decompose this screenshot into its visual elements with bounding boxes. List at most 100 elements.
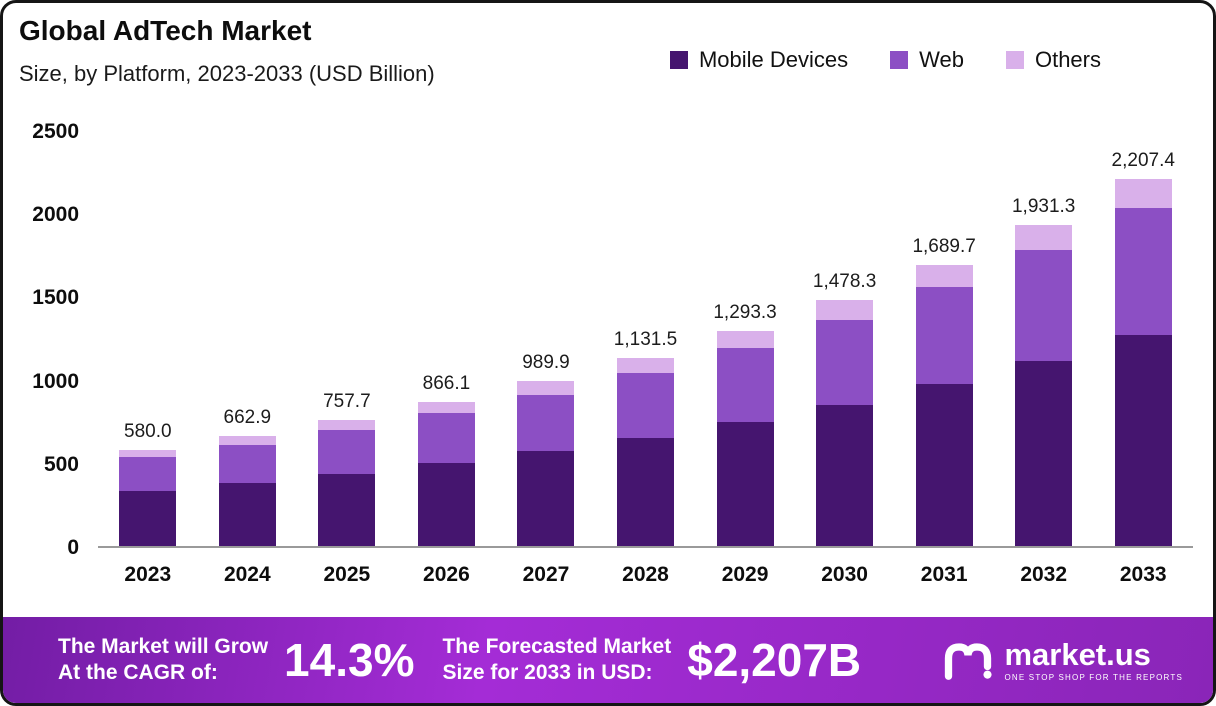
bar-segment-others — [915, 264, 973, 288]
bar-group: 580.0 — [98, 421, 198, 546]
bar-segment-mobile-devices — [119, 490, 177, 546]
marketus-logo-icon — [945, 643, 993, 680]
bar-segment-mobile-devices — [716, 422, 774, 546]
legend-swatch-others — [1005, 51, 1024, 69]
bar-total-label: 2,207.4 — [1111, 149, 1175, 171]
stacked-bar — [1015, 224, 1073, 546]
bar-segment-web — [1114, 208, 1172, 335]
bar-group: 2,207.4 — [1093, 150, 1193, 546]
stacked-bar — [716, 330, 774, 546]
x-axis-label: 2029 — [721, 563, 769, 586]
x-axis-label: 2025 — [323, 563, 371, 586]
legend-label-mobile-devices: Mobile Devices — [698, 47, 849, 72]
stacked-bar — [218, 435, 276, 546]
bar-segment-web — [816, 319, 874, 405]
legend-swatch-mobile-devices — [669, 51, 688, 69]
chart-subtitle: Size, by Platform, 2023-2033 (USD Billio… — [19, 61, 435, 86]
bar-group: 757.7 — [297, 391, 397, 546]
y-axis-label: 1500 — [32, 286, 79, 310]
brand-text: market.us ONE STOP SHOP FOR THE REPORTS — [1004, 639, 1183, 682]
bar-segment-mobile-devices — [915, 384, 973, 546]
cagr-label-line2: At the CAGR of: — [58, 661, 218, 684]
bar-segment-others — [417, 401, 475, 414]
forecast-block: The Forecasted Market Size for 2033 in U… — [442, 633, 861, 687]
bar-segment-others — [1114, 178, 1172, 209]
bar-segment-others — [119, 449, 177, 458]
legend: Mobile Devices Web Others — [669, 47, 1101, 73]
bar-total-label: 866.1 — [422, 372, 471, 394]
stacked-bar — [816, 300, 874, 546]
bar-total-label: 757.7 — [323, 390, 371, 412]
brand-block: market.us ONE STOP SHOP FOR THE REPORTS — [942, 634, 1183, 686]
forecast-label: The Forecasted Market Size for 2033 in U… — [442, 634, 671, 686]
cagr-value: 14.3% — [284, 634, 415, 686]
bar-total-label: 1,931.3 — [1011, 195, 1076, 217]
x-axis-label: 2030 — [821, 563, 868, 586]
bar-segment-web — [915, 287, 973, 385]
stacked-bar — [119, 449, 177, 546]
bar-segment-web — [716, 348, 774, 423]
bar-group: 662.9 — [198, 407, 298, 546]
forecast-label-line2: Size for 2033 in USD: — [442, 661, 653, 684]
bar-total-label: 1,478.3 — [812, 271, 877, 293]
bar-group: 1,293.3 — [695, 302, 795, 546]
bar-total-label: 662.9 — [223, 406, 272, 428]
plot-area: 580.0 662.9 757.7 866.1 989.9 1,131.5 1,293.3 1… — [98, 132, 1193, 548]
x-axis-label: 2033 — [1119, 563, 1167, 586]
legend-item-web: Web — [890, 47, 964, 73]
bar-segment-web — [318, 430, 376, 474]
bar-segment-mobile-devices — [816, 404, 874, 546]
bar-segment-others — [816, 300, 874, 320]
bar-total-label: 580.0 — [124, 420, 172, 442]
bar-segment-mobile-devices — [417, 463, 475, 546]
legend-label-web: Web — [919, 47, 964, 72]
legend-item-mobile-devices: Mobile Devices — [669, 47, 849, 73]
bar-segment-others — [1015, 224, 1073, 251]
banner: The Market will Grow At the CAGR of: 14.… — [3, 617, 1213, 703]
stacked-bar — [318, 419, 376, 546]
x-axis-label: 2026 — [423, 563, 470, 586]
stacked-bar — [517, 381, 575, 546]
legend-label-others: Others — [1034, 47, 1101, 72]
bar-total-label: 989.9 — [522, 352, 570, 374]
forecast-label-line1: The Forecasted Market — [442, 635, 672, 658]
x-axis-label: 2027 — [522, 563, 570, 586]
stacked-bar — [617, 357, 674, 546]
bar-segment-web — [617, 372, 674, 438]
bar-segment-mobile-devices — [318, 473, 376, 546]
x-axis-label: 2028 — [622, 563, 669, 586]
bar-segment-web — [517, 394, 575, 452]
bar-segment-mobile-devices — [517, 451, 575, 546]
y-axis-label: 2500 — [32, 120, 79, 143]
legend-item-others: Others — [1005, 47, 1101, 73]
bar-group: 1,478.3 — [795, 271, 895, 546]
cagr-label-line1: The Market will Grow — [58, 635, 269, 658]
y-axis: 0 500 1000 1500 2000 2500 — [3, 120, 79, 559]
bar-segment-web — [119, 457, 177, 491]
cagr-label: The Market will Grow At the CAGR of: — [58, 634, 268, 686]
brand-name: market.us — [1004, 636, 1151, 672]
stacked-bar — [915, 264, 973, 546]
bar-segment-others — [716, 330, 774, 349]
bar-segment-web — [1015, 250, 1073, 362]
bar-total-label: 1,131.5 — [613, 328, 678, 350]
chart-section: Global AdTech Market Size, by Platform, … — [3, 3, 1213, 617]
bar-group: 866.1 — [397, 373, 497, 546]
bar-segment-mobile-devices — [617, 437, 674, 546]
bar-segment-web — [218, 444, 276, 483]
x-axis-label: 2031 — [920, 563, 968, 586]
y-axis-label: 1000 — [32, 369, 79, 393]
legend-swatch-web — [890, 51, 909, 69]
bar-segment-others — [617, 357, 674, 373]
forecast-value: $2,207B — [687, 634, 862, 686]
x-axis-label: 2024 — [223, 563, 271, 586]
bar-group: 1,131.5 — [596, 329, 696, 546]
bar-segment-mobile-devices — [1015, 361, 1073, 546]
bar-total-label: 1,293.3 — [713, 301, 777, 323]
x-axis-label: 2023 — [124, 563, 172, 586]
bar-group: 1,931.3 — [994, 196, 1094, 546]
y-axis-label: 2000 — [32, 203, 79, 227]
bar-total-label: 1,689.7 — [912, 235, 976, 257]
x-axis: 2023 2024 2025 2026 2027 2028 2029 2030 2031 2032… — [98, 563, 1193, 587]
